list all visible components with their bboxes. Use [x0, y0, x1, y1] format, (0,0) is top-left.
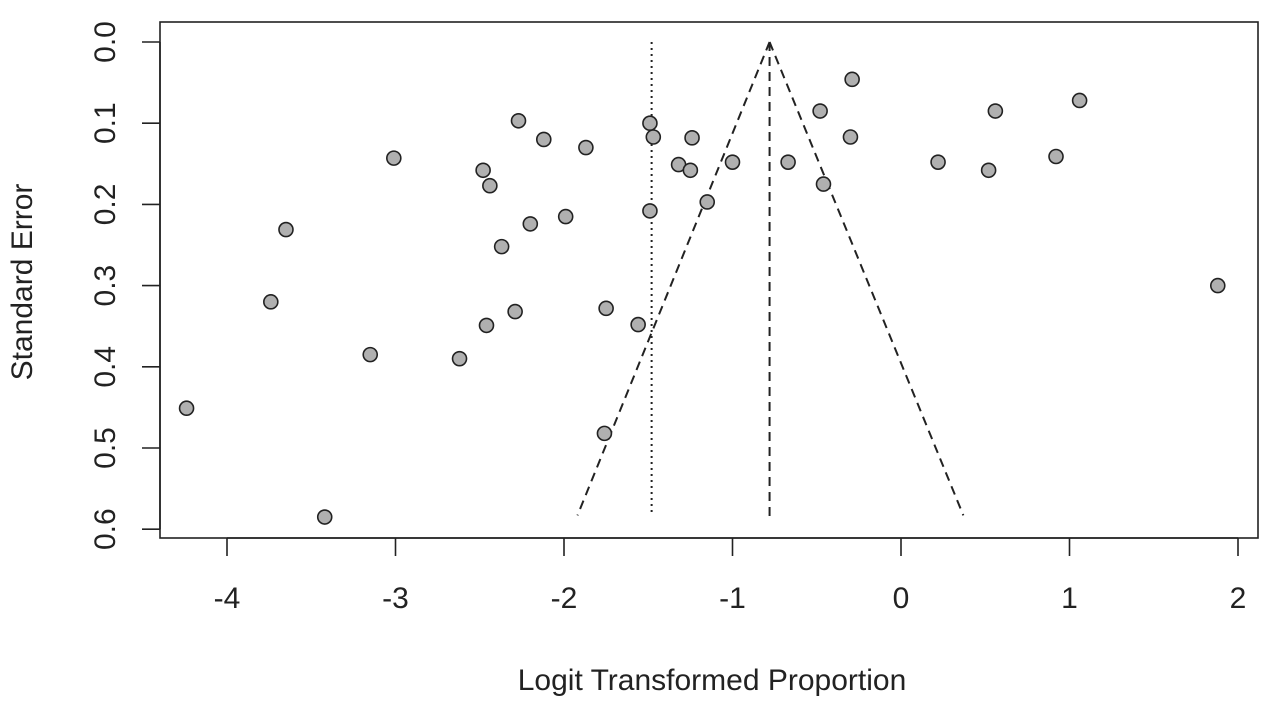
study-point	[362, 346, 379, 363]
study-point	[482, 177, 498, 194]
y-tick-label: 0.0	[89, 21, 122, 63]
study-point	[578, 139, 594, 156]
study-point	[642, 203, 658, 219]
study-point	[596, 425, 613, 442]
study-point	[642, 115, 658, 131]
study-point	[930, 154, 946, 170]
study-point	[1048, 148, 1064, 165]
study-point	[451, 350, 468, 367]
x-tick-label: -1	[719, 582, 746, 615]
study-point	[386, 150, 402, 166]
funnel-right-edge	[768, 41, 965, 516]
study-point	[987, 103, 1004, 119]
y-tick-label: 0.2	[89, 184, 122, 226]
study-point	[263, 294, 279, 310]
plot-frame	[159, 21, 1259, 539]
study-point	[478, 317, 495, 334]
study-point	[507, 303, 523, 320]
study-point	[815, 176, 832, 192]
study-point	[1071, 92, 1088, 109]
study-point	[645, 129, 662, 145]
study-point	[178, 400, 195, 417]
study-point	[684, 130, 700, 146]
y-tick-label: 0.1	[89, 102, 122, 144]
study-point	[844, 71, 860, 88]
study-point	[682, 162, 699, 179]
study-point	[557, 208, 574, 225]
study-point	[980, 162, 997, 179]
y-tick-label: 0.3	[89, 265, 122, 307]
x-tick-label: 2	[1230, 582, 1247, 615]
study-point	[699, 194, 716, 210]
study-point	[522, 216, 539, 232]
study-point	[598, 300, 614, 317]
study-point	[316, 509, 333, 525]
study-point	[475, 162, 491, 179]
study-point	[630, 316, 646, 333]
study-point	[493, 238, 510, 255]
study-point	[1209, 277, 1226, 294]
y-tick-label: 0.6	[89, 508, 122, 550]
study-point	[510, 112, 527, 129]
study-point	[535, 131, 552, 148]
x-tick-label: -2	[551, 582, 578, 615]
x-tick-label: -3	[382, 582, 409, 615]
study-point	[812, 103, 828, 119]
study-point	[724, 154, 741, 170]
x-tick-label: 0	[893, 582, 910, 615]
y-axis-label: Standard Error	[6, 184, 39, 381]
x-axis-label: Logit Transformed Proportion	[518, 664, 907, 697]
study-point	[842, 129, 859, 145]
y-tick-label: 0.5	[89, 427, 122, 469]
funnel-left-edge	[576, 41, 771, 516]
x-tick-label: 1	[1061, 582, 1078, 615]
x-tick-label: -4	[214, 582, 241, 615]
study-point	[780, 154, 796, 170]
y-tick-label: 0.4	[89, 346, 122, 388]
study-point	[278, 221, 294, 238]
